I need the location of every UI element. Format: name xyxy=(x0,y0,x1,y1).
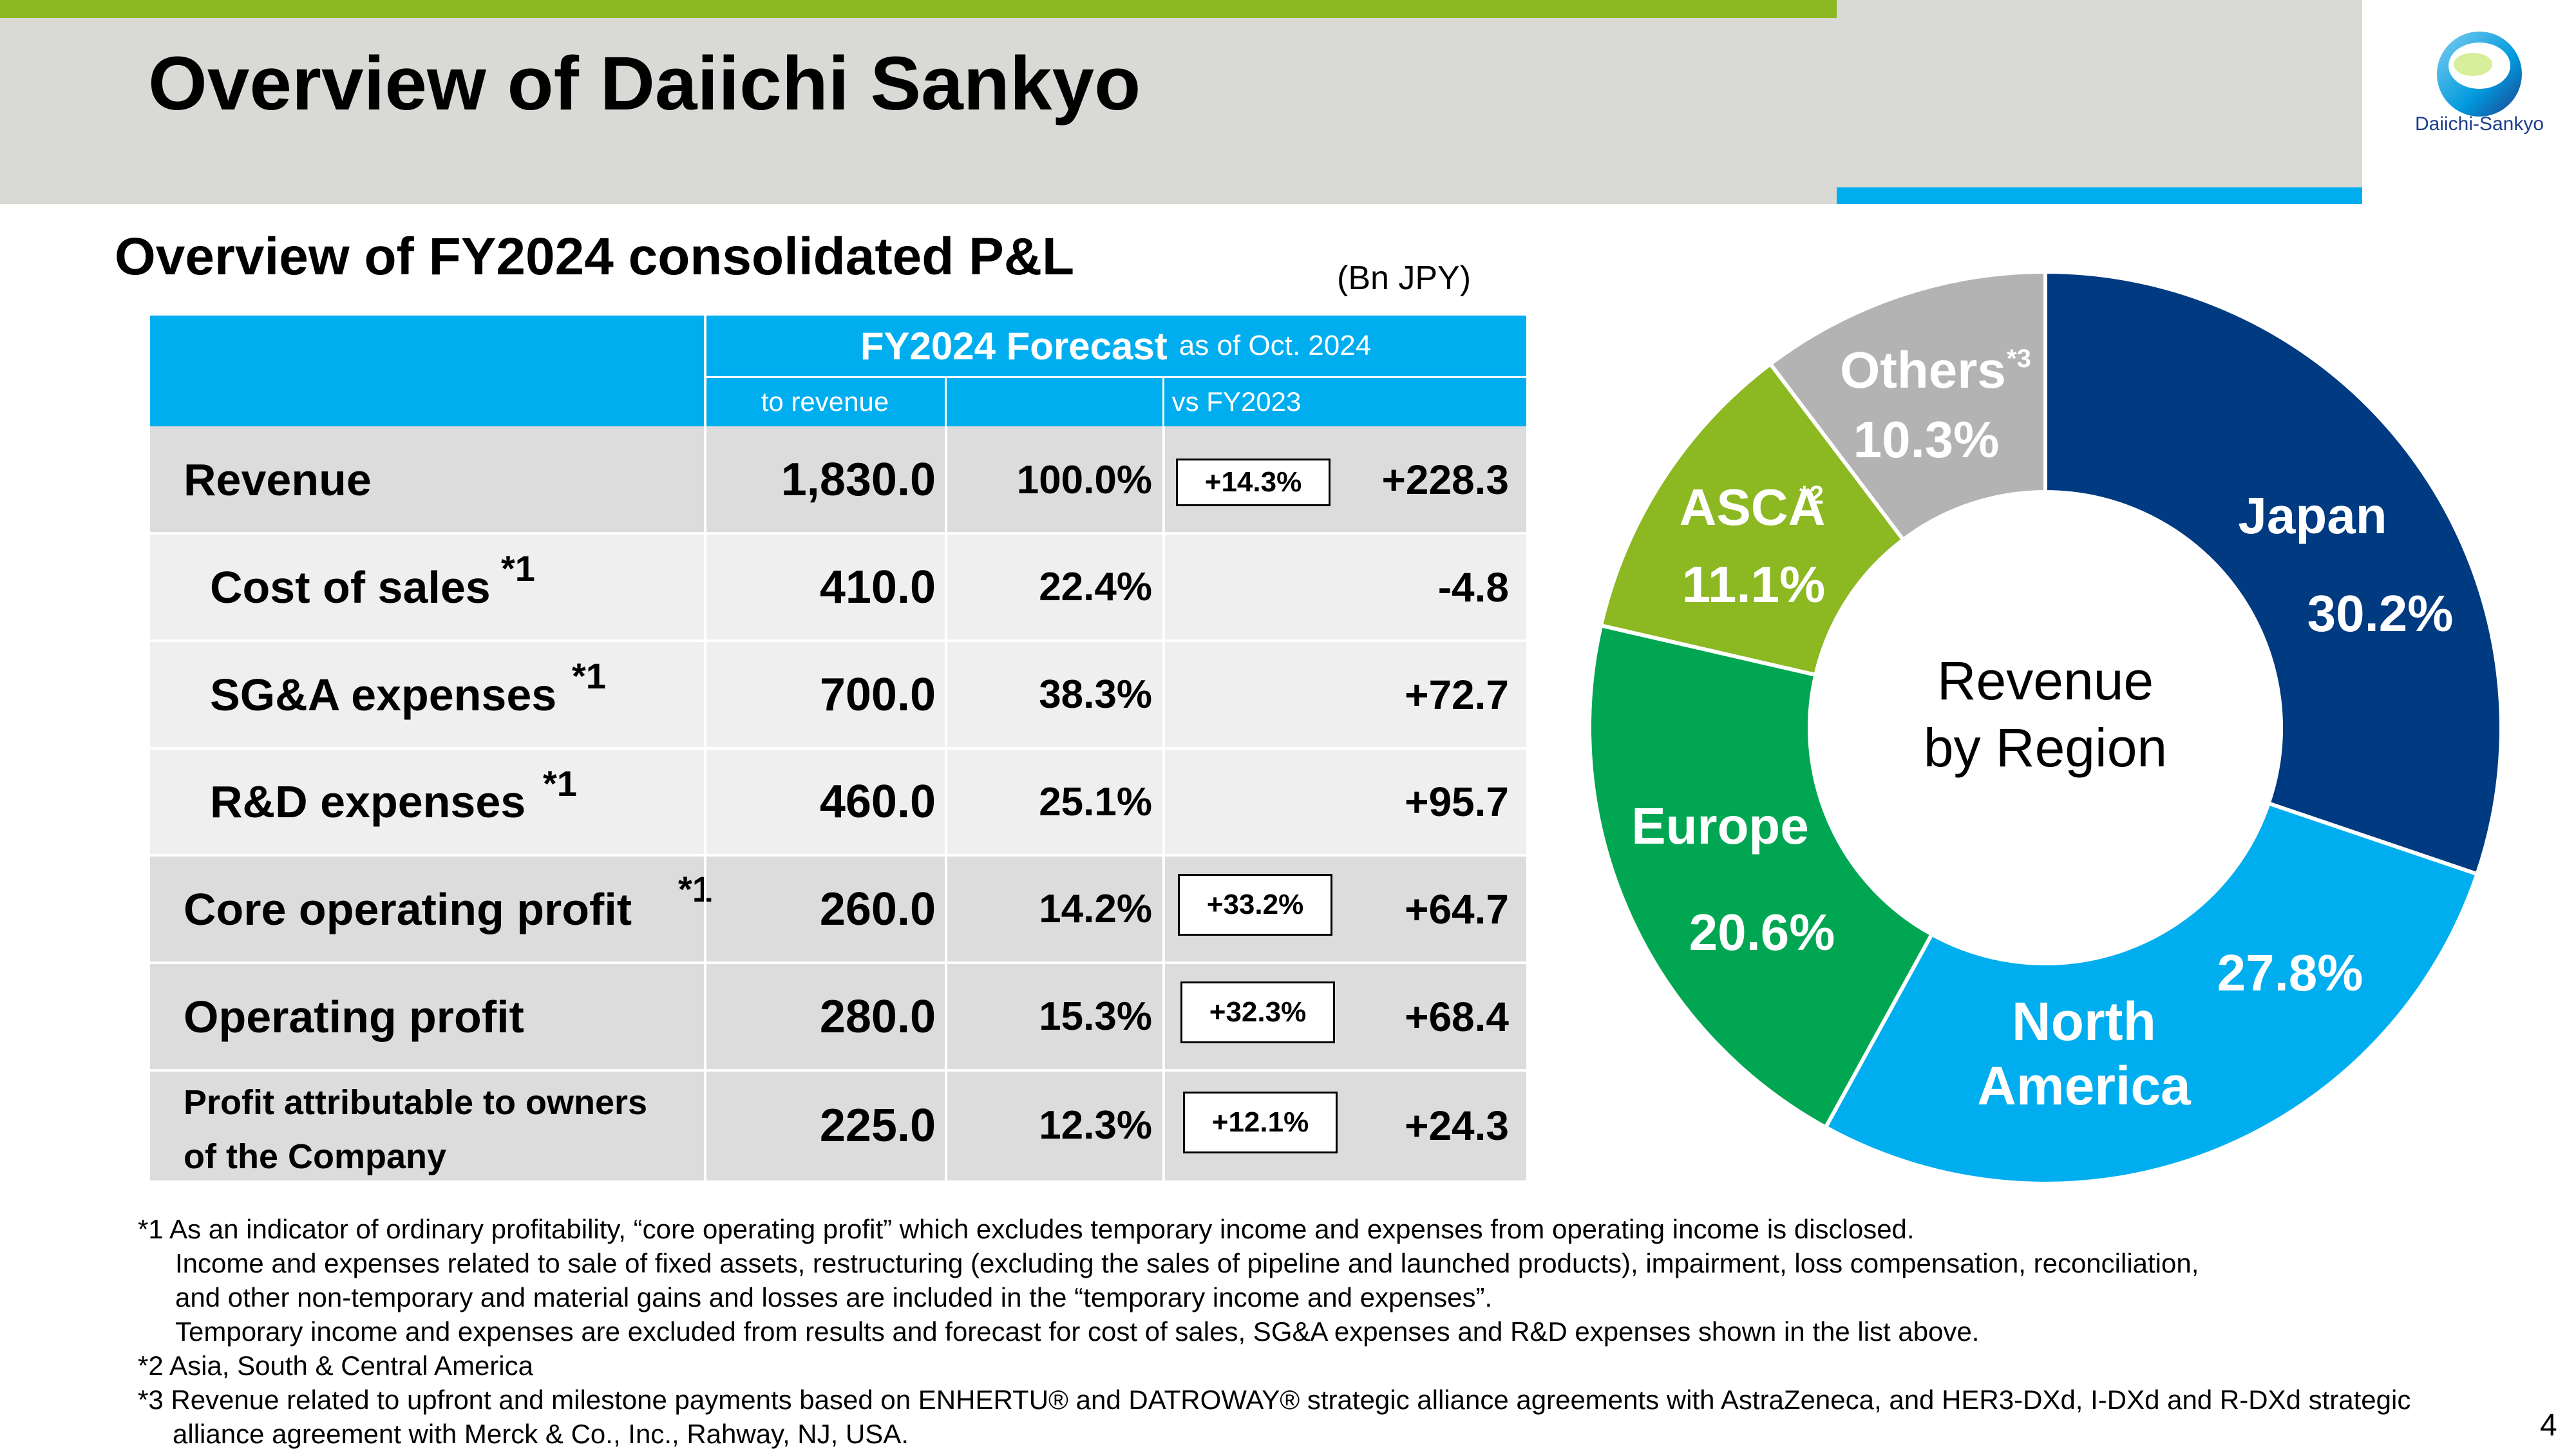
row-label-line2: of the Company xyxy=(184,1137,447,1176)
row-label: SG&A expenses xyxy=(210,669,557,720)
row-footnote-mark: *1 xyxy=(678,869,712,909)
footnote-1-line3: and other non-temporary and material gai… xyxy=(175,1282,1493,1312)
header-accent-green xyxy=(0,0,1837,18)
segment-name-others: Others xyxy=(1840,341,2006,399)
row-label: Operating profit xyxy=(184,991,524,1042)
table-row xyxy=(150,641,1526,748)
donut-segment-japan xyxy=(2043,269,2503,877)
section-title: Overview of FY2024 consolidated P&L xyxy=(115,227,1075,286)
row-value: 260.0 xyxy=(819,883,936,935)
row-diff: -4.8 xyxy=(1437,564,1509,611)
pct-badge: +32.3% xyxy=(1180,981,1335,1043)
donut-segment-others xyxy=(1767,269,2047,543)
row-to-revenue: 25.1% xyxy=(1039,779,1152,824)
unit-label: (Bn JPY) xyxy=(1337,260,1472,297)
row-diff: +68.4 xyxy=(1405,993,1509,1040)
row-value: 700.0 xyxy=(819,668,936,721)
table-row xyxy=(150,533,1526,641)
row-footnote-mark: *1 xyxy=(572,656,606,696)
logo-text: Daiichi-Sankyo xyxy=(2414,113,2544,135)
pct-badge: +33.2% xyxy=(1178,874,1332,936)
row-to-revenue: 14.2% xyxy=(1039,887,1152,931)
segment-name2-north-america: America xyxy=(1977,1056,2192,1116)
segment-value-japan: 30.2% xyxy=(2307,585,2454,642)
row-to-revenue: 12.3% xyxy=(1039,1103,1152,1148)
footnote-3-line2: alliance agreement with Merck & Co., Inc… xyxy=(173,1419,909,1449)
footnote-1-line1: *1 As an indicator of ordinary profitabi… xyxy=(138,1214,1915,1244)
row-diff: +95.7 xyxy=(1405,779,1509,825)
segment-value-others: 10.3% xyxy=(1853,411,2000,468)
pl-table: FY2024 Forecast as of Oct. 2024 to reven… xyxy=(150,316,1526,1180)
col-to-revenue: to revenue xyxy=(761,386,889,417)
row-footnote-mark: *1 xyxy=(501,548,535,589)
segment-name-asca: ASCA xyxy=(1680,478,1826,536)
page-number: 4 xyxy=(2540,1408,2557,1443)
row-value: 460.0 xyxy=(819,776,936,828)
segment-sup-others: *3 xyxy=(2007,345,2031,373)
segment-name-japan: Japan xyxy=(2238,487,2387,544)
row-diff: +72.7 xyxy=(1405,671,1509,718)
table-row xyxy=(150,748,1526,855)
segment-value-north-america: 27.8% xyxy=(2217,944,2363,1001)
header-band xyxy=(0,0,2362,204)
row-label: Revenue xyxy=(184,455,372,505)
page-title: Overview of Daiichi Sankyo xyxy=(148,41,1141,126)
row-value: 280.0 xyxy=(819,990,936,1043)
donut-center-line1: Revenue xyxy=(1937,650,2154,711)
header-accent-blue xyxy=(1837,187,2362,204)
revenue-by-region-donut: Revenue by Region Japan 30.2% 27.8% Nort… xyxy=(1587,269,2503,1186)
footnote-3-line1: *3 Revenue related to upfront and milest… xyxy=(138,1385,2411,1415)
row-label: Cost of sales xyxy=(210,562,491,612)
table-header xyxy=(150,316,1526,426)
forecast-suffix: as of Oct. 2024 xyxy=(1179,330,1372,361)
row-diff: +228.3 xyxy=(1381,457,1509,503)
row-to-revenue: 38.3% xyxy=(1039,672,1152,717)
donut-segment-north-america xyxy=(1823,800,2480,1186)
footnote-2: *2 Asia, South & Central America xyxy=(138,1350,533,1381)
row-footnote-mark: *1 xyxy=(543,763,577,804)
segment-sup-asca: *2 xyxy=(1799,481,1824,509)
row-to-revenue: 22.4% xyxy=(1039,565,1152,609)
segment-name-north-america: North xyxy=(2012,991,2156,1052)
donut-segment-europe xyxy=(1587,623,1935,1130)
col-vs-fy2023: vs FY2023 xyxy=(1171,386,1302,417)
row-label: R&D expenses xyxy=(210,777,526,827)
segment-value-europe: 20.6% xyxy=(1689,904,1835,961)
footnote-1-line2: Income and expenses related to sale of f… xyxy=(175,1248,2199,1278)
row-diff: +64.7 xyxy=(1405,886,1509,933)
forecast-label: FY2024 Forecast xyxy=(860,324,1168,368)
segment-name-europe: Europe xyxy=(1631,797,1809,855)
row-label: Profit attributable to owners of the Com… xyxy=(184,1075,699,1184)
row-value: 225.0 xyxy=(819,1099,936,1151)
forecast-header: FY2024 Forecast as of Oct. 2024 xyxy=(705,316,1526,376)
row-to-revenue: 100.0% xyxy=(1016,457,1152,502)
row-label-line1: Profit attributable to owners xyxy=(184,1083,648,1122)
row-label: Core operating profit xyxy=(184,884,632,934)
footnote-1-line4: Temporary income and expenses are exclud… xyxy=(175,1316,1980,1347)
row-value: 1,830.0 xyxy=(781,454,936,506)
row-diff: +24.3 xyxy=(1405,1102,1509,1149)
donut-center-line2: by Region xyxy=(1924,717,2167,778)
pct-badge: +12.1% xyxy=(1183,1092,1338,1153)
segment-value-asca: 11.1% xyxy=(1682,556,1825,613)
pct-badge: +14.3% xyxy=(1176,459,1331,506)
row-value: 410.0 xyxy=(819,561,936,613)
daiichi-sankyo-logo-icon xyxy=(2437,32,2522,117)
row-to-revenue: 15.3% xyxy=(1039,994,1152,1039)
